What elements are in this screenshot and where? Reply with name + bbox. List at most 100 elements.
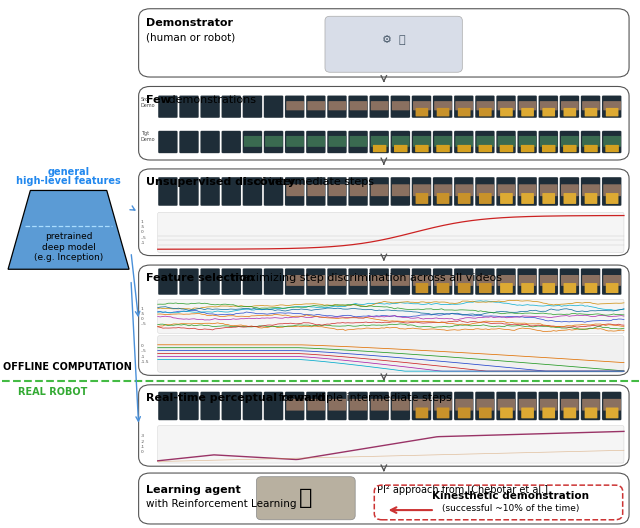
- FancyBboxPatch shape: [390, 131, 410, 153]
- FancyBboxPatch shape: [349, 275, 367, 286]
- FancyBboxPatch shape: [200, 392, 220, 420]
- FancyBboxPatch shape: [561, 184, 579, 196]
- FancyBboxPatch shape: [500, 193, 513, 204]
- FancyBboxPatch shape: [454, 177, 474, 206]
- FancyBboxPatch shape: [286, 184, 304, 196]
- Text: Demonstrator: Demonstrator: [147, 18, 233, 28]
- FancyBboxPatch shape: [325, 16, 462, 72]
- FancyBboxPatch shape: [307, 136, 325, 147]
- FancyBboxPatch shape: [584, 145, 598, 152]
- FancyBboxPatch shape: [369, 392, 389, 420]
- FancyBboxPatch shape: [371, 101, 388, 110]
- FancyBboxPatch shape: [475, 268, 495, 295]
- FancyBboxPatch shape: [327, 131, 347, 153]
- FancyBboxPatch shape: [264, 268, 284, 295]
- FancyBboxPatch shape: [415, 283, 428, 293]
- FancyBboxPatch shape: [539, 131, 558, 153]
- FancyBboxPatch shape: [496, 392, 516, 420]
- FancyBboxPatch shape: [243, 268, 262, 295]
- Text: of intermediate steps: of intermediate steps: [251, 177, 374, 187]
- Text: Few: Few: [147, 95, 171, 105]
- FancyBboxPatch shape: [392, 275, 410, 286]
- FancyBboxPatch shape: [518, 275, 536, 286]
- FancyBboxPatch shape: [434, 184, 452, 196]
- FancyBboxPatch shape: [285, 177, 305, 206]
- FancyBboxPatch shape: [434, 101, 452, 110]
- FancyBboxPatch shape: [604, 399, 621, 411]
- Text: PI² approach from [Chebotar et al.]: PI² approach from [Chebotar et al.]: [378, 485, 548, 495]
- FancyBboxPatch shape: [390, 177, 410, 206]
- FancyBboxPatch shape: [476, 184, 494, 196]
- FancyBboxPatch shape: [348, 268, 368, 295]
- Text: maximizing step discrimination across all videos: maximizing step discrimination across al…: [228, 274, 502, 284]
- FancyBboxPatch shape: [392, 184, 410, 196]
- FancyBboxPatch shape: [521, 283, 534, 293]
- FancyBboxPatch shape: [476, 399, 494, 411]
- Text: with Reinforcement Learning: with Reinforcement Learning: [147, 499, 297, 510]
- FancyBboxPatch shape: [286, 399, 304, 411]
- FancyBboxPatch shape: [540, 399, 557, 411]
- FancyBboxPatch shape: [306, 268, 326, 295]
- FancyBboxPatch shape: [517, 96, 537, 118]
- FancyBboxPatch shape: [286, 101, 304, 110]
- FancyBboxPatch shape: [585, 193, 597, 204]
- FancyBboxPatch shape: [200, 96, 220, 118]
- FancyBboxPatch shape: [458, 193, 470, 204]
- FancyBboxPatch shape: [604, 136, 621, 147]
- FancyBboxPatch shape: [285, 131, 305, 153]
- FancyBboxPatch shape: [286, 136, 304, 147]
- FancyBboxPatch shape: [540, 101, 557, 110]
- FancyBboxPatch shape: [434, 399, 452, 411]
- FancyBboxPatch shape: [433, 131, 452, 153]
- FancyBboxPatch shape: [392, 136, 410, 147]
- FancyBboxPatch shape: [602, 131, 621, 153]
- FancyBboxPatch shape: [179, 96, 199, 118]
- FancyBboxPatch shape: [475, 392, 495, 420]
- FancyBboxPatch shape: [479, 108, 492, 116]
- FancyBboxPatch shape: [500, 283, 513, 293]
- Text: Learning agent: Learning agent: [147, 485, 241, 495]
- FancyBboxPatch shape: [604, 184, 621, 196]
- FancyBboxPatch shape: [139, 473, 629, 524]
- FancyBboxPatch shape: [327, 392, 347, 420]
- FancyBboxPatch shape: [412, 268, 431, 295]
- FancyBboxPatch shape: [264, 177, 284, 206]
- FancyBboxPatch shape: [479, 145, 492, 152]
- FancyBboxPatch shape: [306, 177, 326, 206]
- FancyBboxPatch shape: [265, 136, 283, 147]
- FancyBboxPatch shape: [412, 96, 431, 118]
- FancyBboxPatch shape: [413, 101, 431, 110]
- FancyBboxPatch shape: [285, 392, 305, 420]
- FancyBboxPatch shape: [243, 131, 262, 153]
- FancyBboxPatch shape: [327, 268, 347, 295]
- FancyBboxPatch shape: [328, 101, 346, 110]
- FancyBboxPatch shape: [606, 408, 618, 418]
- FancyBboxPatch shape: [139, 265, 629, 375]
- FancyBboxPatch shape: [264, 392, 284, 420]
- FancyBboxPatch shape: [454, 392, 474, 420]
- Text: 0
-.5
-1
-1.5: 0 -.5 -1 -1.5: [141, 344, 149, 364]
- Text: high-level features: high-level features: [16, 176, 121, 186]
- FancyBboxPatch shape: [371, 184, 388, 196]
- Text: .3
.2
.1
0: .3 .2 .1 0: [141, 435, 145, 454]
- FancyBboxPatch shape: [434, 136, 452, 147]
- FancyBboxPatch shape: [221, 177, 241, 206]
- FancyBboxPatch shape: [158, 96, 177, 118]
- FancyBboxPatch shape: [497, 399, 515, 411]
- FancyBboxPatch shape: [306, 96, 326, 118]
- FancyBboxPatch shape: [307, 184, 325, 196]
- FancyBboxPatch shape: [560, 268, 579, 295]
- FancyBboxPatch shape: [436, 408, 449, 418]
- FancyBboxPatch shape: [517, 131, 537, 153]
- FancyBboxPatch shape: [221, 268, 241, 295]
- FancyBboxPatch shape: [158, 268, 177, 295]
- FancyBboxPatch shape: [542, 283, 555, 293]
- Text: (human or robot): (human or robot): [147, 33, 236, 43]
- FancyBboxPatch shape: [560, 392, 579, 420]
- FancyBboxPatch shape: [348, 131, 368, 153]
- FancyBboxPatch shape: [369, 131, 389, 153]
- FancyBboxPatch shape: [581, 268, 600, 295]
- Text: Kinesthetic demonstration: Kinesthetic demonstration: [433, 492, 589, 502]
- FancyBboxPatch shape: [349, 136, 367, 147]
- FancyBboxPatch shape: [433, 177, 452, 206]
